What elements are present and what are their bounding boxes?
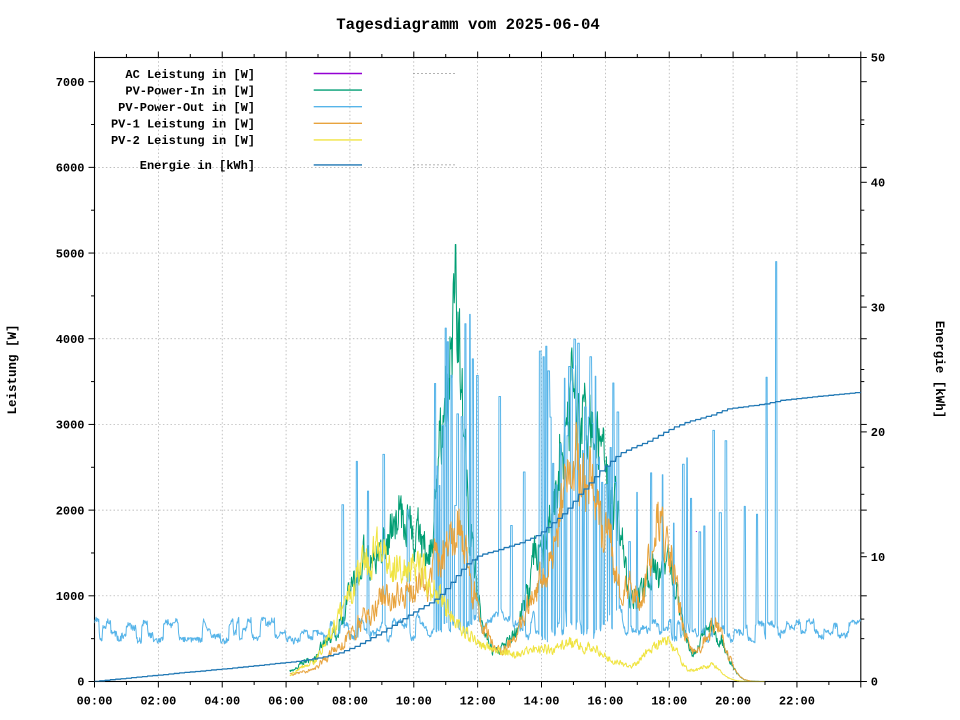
- svg-text:1000: 1000: [56, 590, 85, 604]
- svg-text:AC Leistung in [W]: AC Leistung in [W]: [125, 68, 255, 82]
- svg-text:Energie [kWh]: Energie [kWh]: [932, 321, 946, 419]
- svg-text:40: 40: [871, 177, 885, 191]
- svg-text:08:00: 08:00: [332, 695, 368, 709]
- svg-text:4000: 4000: [56, 333, 85, 347]
- svg-text:20: 20: [871, 426, 885, 440]
- svg-text:2000: 2000: [56, 504, 85, 518]
- svg-text:PV-Power-In in [W]: PV-Power-In in [W]: [125, 84, 255, 98]
- svg-text:22:00: 22:00: [779, 695, 815, 709]
- svg-text:6000: 6000: [56, 162, 85, 176]
- svg-text:0: 0: [871, 676, 878, 690]
- svg-text:Tagesdiagramm vom 2025-06-04: Tagesdiagramm vom 2025-06-04: [336, 16, 600, 34]
- svg-text:PV-2 Leistung in [W]: PV-2 Leistung in [W]: [111, 134, 255, 148]
- svg-text:04:00: 04:00: [204, 695, 240, 709]
- svg-text:5000: 5000: [56, 247, 85, 261]
- svg-text:Energie in [kWh]: Energie in [kWh]: [140, 159, 255, 173]
- svg-text:10: 10: [871, 551, 885, 565]
- svg-text:02:00: 02:00: [140, 695, 176, 709]
- svg-text:3000: 3000: [56, 419, 85, 433]
- svg-text:12:00: 12:00: [460, 695, 496, 709]
- svg-text:16:00: 16:00: [587, 695, 623, 709]
- svg-text:30: 30: [871, 301, 885, 315]
- svg-text:06:00: 06:00: [268, 695, 304, 709]
- svg-text:7000: 7000: [56, 76, 85, 90]
- svg-text:00:00: 00:00: [76, 695, 112, 709]
- svg-text:PV-Power-Out in [W]: PV-Power-Out in [W]: [118, 101, 255, 115]
- svg-text:18:00: 18:00: [651, 695, 687, 709]
- svg-text:50: 50: [871, 52, 885, 66]
- svg-text:14:00: 14:00: [524, 695, 560, 709]
- svg-text:PV-1 Leistung in [W]: PV-1 Leistung in [W]: [111, 118, 255, 132]
- svg-text:0: 0: [77, 676, 84, 690]
- svg-text:20:00: 20:00: [715, 695, 751, 709]
- svg-text:Leistung [W]: Leistung [W]: [6, 324, 20, 414]
- svg-text:10:00: 10:00: [396, 695, 432, 709]
